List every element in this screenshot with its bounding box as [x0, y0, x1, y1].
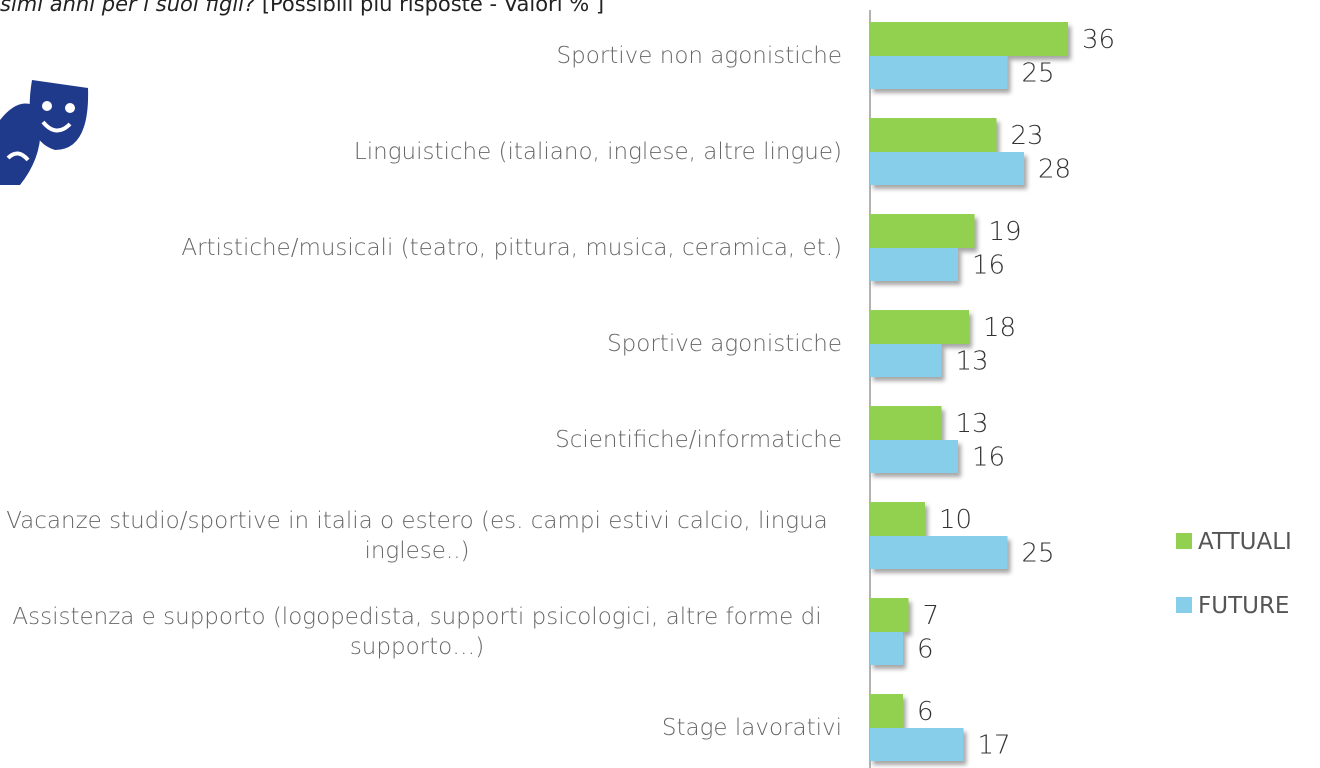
bar: [870, 344, 942, 377]
legend-swatch: [1176, 533, 1192, 549]
bar: [870, 214, 975, 248]
title-line: simi anni per i suoi figli? [Possibili p…: [0, 0, 604, 16]
bar: [870, 598, 909, 632]
bar: [870, 310, 969, 344]
bar: [870, 502, 925, 536]
bar: [870, 632, 903, 665]
masks-icon: [0, 80, 89, 185]
value-label: 6: [917, 697, 934, 727]
value-label: 25: [1022, 539, 1055, 569]
bar: [870, 694, 903, 728]
bar: [870, 440, 958, 473]
bar: [870, 56, 1008, 89]
category-label: Linguistiche (italiano, inglese, altre l…: [353, 139, 842, 165]
category-label: Assistenza e supporto (logopedista, supp…: [12, 604, 822, 660]
category-label: Sportive non agonistiche: [556, 43, 842, 69]
value-label: 17: [978, 731, 1011, 761]
value-label: 6: [917, 635, 934, 665]
value-label: 25: [1022, 59, 1055, 89]
category-label: Sportive agonistiche: [607, 331, 842, 357]
legend-label: FUTURE: [1198, 593, 1289, 619]
category-label: Artistiche/musicali (teatro, pittura, mu…: [181, 235, 842, 261]
value-label: 13: [956, 347, 989, 377]
value-label: 19: [989, 217, 1022, 247]
value-label: 28: [1038, 155, 1071, 185]
value-label: 16: [972, 251, 1005, 281]
value-label: 36: [1082, 25, 1115, 55]
value-label: 18: [983, 313, 1016, 343]
bar: [870, 536, 1008, 569]
value-label: 13: [956, 409, 989, 439]
bar: [870, 728, 964, 761]
category-label: Scientifiche/informatiche: [555, 427, 842, 453]
bar: [870, 406, 942, 440]
category-label: Vacanze studio/sportive in italia o este…: [6, 508, 828, 564]
legend-swatch: [1176, 597, 1192, 613]
bar: [870, 22, 1068, 56]
chart-subtitle: [Possibili più risposte - Valori % ]: [261, 0, 605, 16]
value-label: 7: [923, 601, 940, 631]
value-label: 10: [939, 505, 972, 535]
bar: [870, 118, 997, 152]
chart-title: simi anni per i suoi figli?: [0, 0, 256, 16]
legend-label: ATTUALI: [1198, 529, 1292, 555]
bar: [870, 152, 1024, 185]
bar: [870, 248, 958, 281]
value-label: 16: [972, 443, 1005, 473]
value-label: 23: [1011, 121, 1044, 151]
category-label: Stage lavorativi: [661, 715, 842, 741]
